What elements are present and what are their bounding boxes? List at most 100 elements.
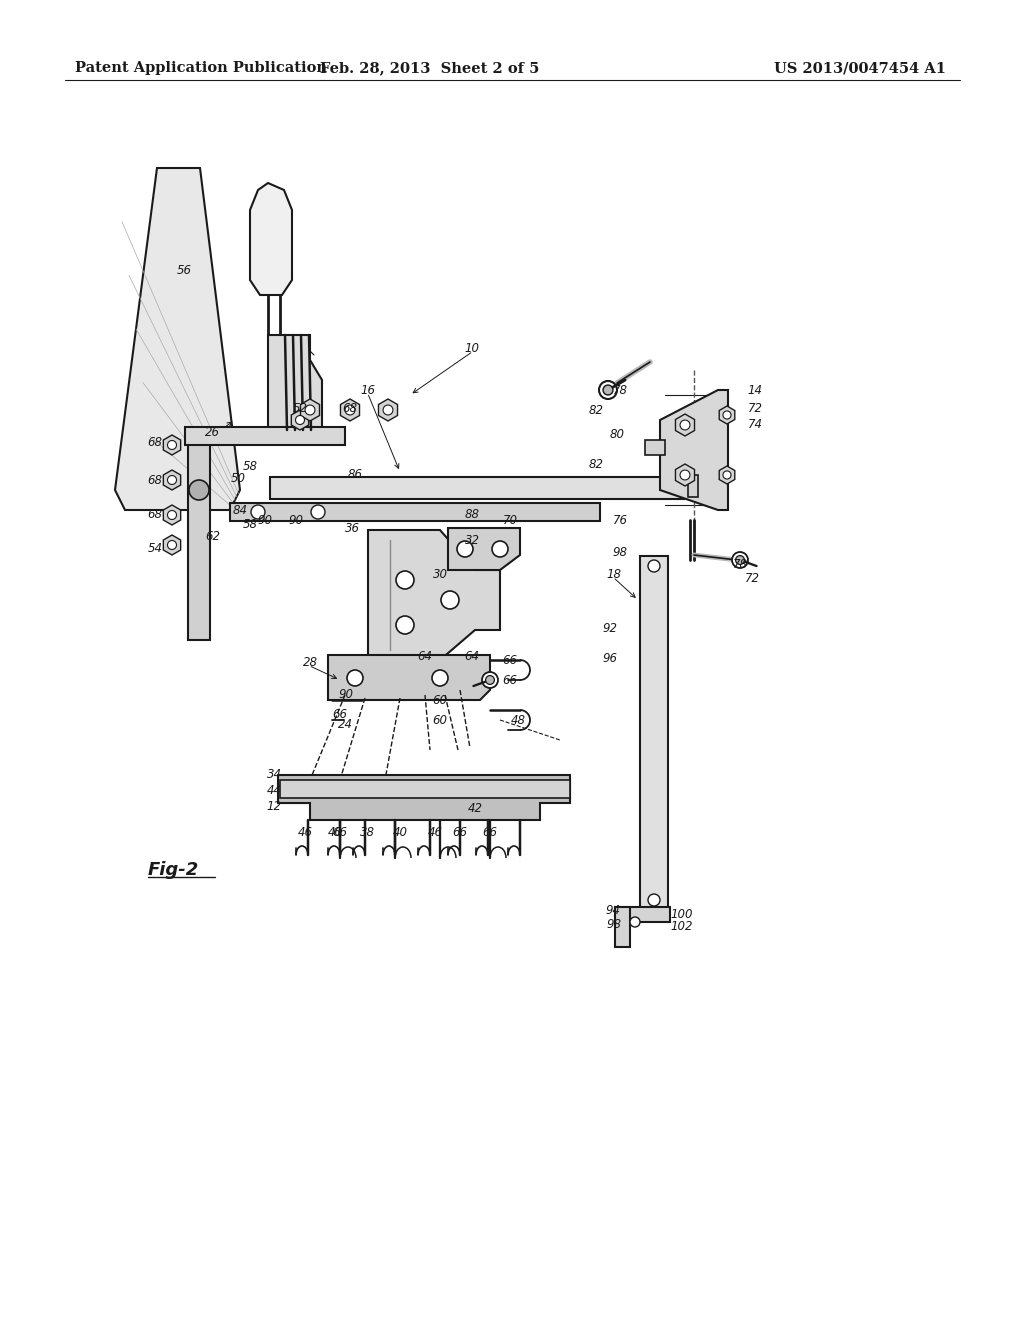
Circle shape [648, 560, 660, 572]
Text: Patent Application Publication: Patent Application Publication [75, 61, 327, 75]
Text: 46: 46 [298, 826, 312, 840]
Text: 30: 30 [432, 569, 447, 582]
Circle shape [680, 470, 690, 480]
Text: 68: 68 [342, 401, 357, 414]
Bar [280, 777, 530, 803]
Text: 66: 66 [503, 673, 517, 686]
Text: 26: 26 [205, 425, 219, 438]
Circle shape [296, 416, 304, 425]
Bar [230, 503, 600, 521]
Text: 18: 18 [606, 569, 622, 582]
Circle shape [680, 420, 690, 430]
Circle shape [168, 441, 176, 450]
Text: 48: 48 [511, 714, 525, 726]
Circle shape [311, 506, 325, 519]
Polygon shape [292, 411, 308, 430]
Bar [640, 556, 668, 909]
Text: 52: 52 [293, 401, 307, 414]
Polygon shape [115, 168, 240, 510]
Circle shape [732, 552, 748, 568]
Text: 44: 44 [266, 784, 282, 796]
Circle shape [383, 405, 393, 414]
Text: 72: 72 [748, 401, 763, 414]
Text: 102: 102 [671, 920, 693, 932]
Text: 40: 40 [328, 826, 342, 840]
Bar [688, 475, 698, 498]
Polygon shape [164, 535, 180, 554]
Circle shape [485, 676, 495, 684]
Polygon shape [278, 775, 570, 820]
Text: 78: 78 [612, 384, 628, 396]
Circle shape [457, 541, 473, 557]
Circle shape [735, 556, 744, 565]
Circle shape [599, 381, 617, 399]
Text: 12: 12 [266, 800, 282, 813]
Text: Feb. 28, 2013  Sheet 2 of 5: Feb. 28, 2013 Sheet 2 of 5 [321, 61, 540, 75]
Text: 66: 66 [333, 709, 347, 722]
Text: 28: 28 [302, 656, 317, 668]
Text: 34: 34 [266, 768, 282, 781]
Text: 16: 16 [360, 384, 376, 396]
Polygon shape [300, 399, 319, 421]
Circle shape [168, 475, 176, 484]
Circle shape [189, 480, 209, 500]
Circle shape [492, 541, 508, 557]
Circle shape [305, 405, 315, 414]
Text: 94: 94 [605, 903, 621, 916]
Circle shape [603, 385, 613, 395]
Polygon shape [340, 399, 359, 421]
Text: 68: 68 [147, 437, 163, 450]
Text: 98: 98 [606, 917, 622, 931]
Text: 66: 66 [453, 826, 468, 840]
Text: US 2013/0047454 A1: US 2013/0047454 A1 [774, 61, 946, 75]
Bar [280, 777, 570, 800]
Text: 68: 68 [147, 508, 163, 521]
Circle shape [723, 411, 731, 418]
Polygon shape [719, 407, 735, 424]
Bar [185, 426, 345, 445]
Text: 58: 58 [243, 459, 257, 473]
Polygon shape [660, 389, 728, 510]
Circle shape [671, 480, 685, 495]
Circle shape [432, 671, 449, 686]
Text: 46: 46 [427, 826, 442, 840]
Text: 88: 88 [465, 508, 479, 521]
Text: 56: 56 [176, 264, 191, 276]
Bar [615, 907, 670, 921]
Text: 90: 90 [339, 689, 353, 701]
Text: 70: 70 [503, 513, 517, 527]
Polygon shape [268, 335, 322, 440]
Polygon shape [368, 531, 500, 660]
Text: 84: 84 [232, 503, 248, 516]
Text: 86: 86 [347, 469, 362, 482]
Circle shape [648, 894, 660, 906]
Text: 66: 66 [482, 826, 498, 840]
Text: 72: 72 [744, 572, 760, 585]
Circle shape [630, 917, 640, 927]
Circle shape [168, 540, 176, 549]
Text: 38: 38 [359, 826, 375, 840]
Text: 50: 50 [230, 471, 246, 484]
Text: 98: 98 [612, 546, 628, 560]
Text: 40: 40 [392, 826, 408, 840]
Text: 60: 60 [432, 714, 447, 726]
Circle shape [251, 506, 265, 519]
Text: 82: 82 [589, 458, 603, 471]
Text: 82: 82 [589, 404, 603, 417]
Polygon shape [676, 414, 694, 436]
Text: 60: 60 [432, 693, 447, 706]
Text: 66: 66 [503, 653, 517, 667]
Polygon shape [449, 528, 520, 570]
Text: 76: 76 [612, 513, 628, 527]
Polygon shape [164, 436, 180, 455]
Bar [615, 907, 630, 946]
Bar [270, 477, 690, 499]
Polygon shape [164, 506, 180, 525]
Text: 80: 80 [609, 429, 625, 441]
Circle shape [396, 616, 414, 634]
Circle shape [441, 591, 459, 609]
Text: Fig-2: Fig-2 [148, 861, 200, 879]
Polygon shape [719, 466, 735, 484]
Text: 92: 92 [602, 622, 617, 635]
Text: 10: 10 [465, 342, 479, 355]
